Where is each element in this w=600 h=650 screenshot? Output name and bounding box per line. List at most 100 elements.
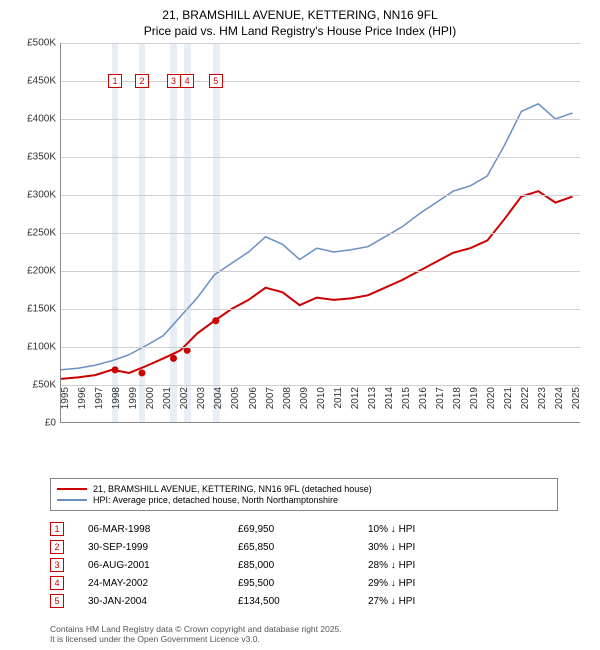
grid-line (61, 195, 580, 196)
legend-swatch (57, 488, 87, 490)
table-date: 30-JAN-2004 (88, 596, 238, 607)
x-axis-label: 2003 (196, 387, 207, 427)
table-row: 2 30-SEP-1999£65,85030% ↓ HPI (50, 538, 558, 556)
x-axis-label: 2002 (179, 387, 190, 427)
table-price: £65,850 (238, 542, 368, 553)
table-row: 3 06-AUG-2001£85,00028% ↓ HPI (50, 556, 558, 574)
legend-label: 21, BRAMSHILL AVENUE, KETTERING, NN16 9F… (93, 484, 372, 494)
x-axis-label: 1995 (60, 387, 71, 427)
y-axis-label: £50K (33, 380, 56, 391)
table-diff: 30% ↓ HPI (368, 542, 488, 553)
title-line-1: 21, BRAMSHILL AVENUE, KETTERING, NN16 9F… (8, 8, 592, 24)
table-marker: 2 (50, 540, 64, 554)
table-price: £134,500 (238, 596, 368, 607)
sale-dot (212, 317, 219, 324)
table-date: 06-AUG-2001 (88, 560, 238, 571)
table-date: 30-SEP-1999 (88, 542, 238, 553)
x-axis-label: 2020 (486, 387, 497, 427)
table-row: 5 30-JAN-2004£134,50027% ↓ HPI (50, 592, 558, 610)
y-axis-label: £200K (27, 266, 56, 277)
chart-area: 12 34 5 £0 £50K £100K £150K £200K £250K £300K £35… (20, 43, 580, 463)
legend-item: HPI: Average price, detached house, Nort… (57, 495, 551, 505)
footer-line-2: It is licensed under the Open Government… (50, 634, 342, 644)
grid-line (61, 309, 580, 310)
footer-text: Contains HM Land Registry data © Crown c… (50, 624, 342, 644)
grid-line (61, 157, 580, 158)
sales-table: 1 06-MAR-1998£69,95010% ↓ HPI 2 30-SEP-1999… (50, 520, 558, 610)
y-axis-label: £100K (27, 342, 56, 353)
y-axis-label: £400K (27, 114, 56, 125)
series-line-hpi (61, 104, 572, 370)
y-axis-label: £350K (27, 152, 56, 163)
y-axis-label: £450K (27, 76, 56, 87)
y-axis-label: £0 (45, 418, 56, 429)
x-axis-label: 2025 (571, 387, 582, 427)
y-axis-label: £250K (27, 228, 56, 239)
sale-marker-box: 3 (167, 74, 181, 88)
table-marker: 4 (50, 576, 64, 590)
x-axis-label: 1996 (77, 387, 88, 427)
y-axis-label: £500K (27, 38, 56, 49)
grid-line (61, 347, 580, 348)
x-axis-label: 2015 (401, 387, 412, 427)
x-axis-label: 2005 (230, 387, 241, 427)
x-axis-label: 1997 (94, 387, 105, 427)
chart-container: 21, BRAMSHILL AVENUE, KETTERING, NN16 9F… (0, 0, 600, 650)
x-axis-label: 2012 (350, 387, 361, 427)
table-diff: 27% ↓ HPI (368, 596, 488, 607)
table-row: 4 24-MAY-2002£95,50029% ↓ HPI (50, 574, 558, 592)
x-axis-label: 2023 (537, 387, 548, 427)
sale-dot (112, 367, 119, 374)
table-marker: 3 (50, 558, 64, 572)
x-axis-label: 2004 (213, 387, 224, 427)
table-diff: 10% ↓ HPI (368, 524, 488, 535)
x-axis-label: 2014 (384, 387, 395, 427)
x-axis-label: 2019 (469, 387, 480, 427)
x-axis-label: 2017 (435, 387, 446, 427)
x-axis-label: 2010 (316, 387, 327, 427)
sale-dot (170, 355, 177, 362)
x-axis-label: 2016 (418, 387, 429, 427)
sale-marker-box: 4 (180, 74, 194, 88)
y-axis-label: £300K (27, 190, 56, 201)
x-axis-label: 2021 (503, 387, 514, 427)
sale-marker-box: 5 (209, 74, 223, 88)
table-price: £95,500 (238, 578, 368, 589)
legend-item: 21, BRAMSHILL AVENUE, KETTERING, NN16 9F… (57, 484, 551, 494)
table-row: 1 06-MAR-1998£69,95010% ↓ HPI (50, 520, 558, 538)
sale-marker-box: 1 (108, 74, 122, 88)
grid-line (61, 119, 580, 120)
table-date: 24-MAY-2002 (88, 578, 238, 589)
x-axis-label: 2000 (145, 387, 156, 427)
plot-region: 12 34 5 (60, 43, 580, 423)
footer-line-1: Contains HM Land Registry data © Crown c… (50, 624, 342, 634)
table-price: £69,950 (238, 524, 368, 535)
x-axis-label: 2024 (554, 387, 565, 427)
table-date: 06-MAR-1998 (88, 524, 238, 535)
grid-line (61, 43, 580, 44)
x-axis-label: 2001 (162, 387, 173, 427)
legend: 21, BRAMSHILL AVENUE, KETTERING, NN16 9F… (50, 478, 558, 511)
x-axis-label: 2011 (333, 387, 344, 427)
table-price: £85,000 (238, 560, 368, 571)
x-axis-label: 1998 (111, 387, 122, 427)
x-axis-label: 2022 (520, 387, 531, 427)
y-axis-label: £150K (27, 304, 56, 315)
table-marker: 1 (50, 522, 64, 536)
table-diff: 29% ↓ HPI (368, 578, 488, 589)
title-line-2: Price paid vs. HM Land Registry's House … (8, 24, 592, 40)
table-marker: 5 (50, 594, 64, 608)
legend-swatch (57, 499, 87, 501)
chart-title: 21, BRAMSHILL AVENUE, KETTERING, NN16 9F… (8, 8, 592, 39)
x-axis-label: 2013 (367, 387, 378, 427)
sale-dot (138, 370, 145, 377)
table-diff: 28% ↓ HPI (368, 560, 488, 571)
grid-line (61, 233, 580, 234)
x-axis-label: 2006 (248, 387, 259, 427)
sale-marker-box: 2 (135, 74, 149, 88)
x-axis-label: 1999 (128, 387, 139, 427)
legend-label: HPI: Average price, detached house, Nort… (93, 495, 338, 505)
x-axis-label: 2018 (452, 387, 463, 427)
grid-line (61, 271, 580, 272)
x-axis-label: 2007 (265, 387, 276, 427)
